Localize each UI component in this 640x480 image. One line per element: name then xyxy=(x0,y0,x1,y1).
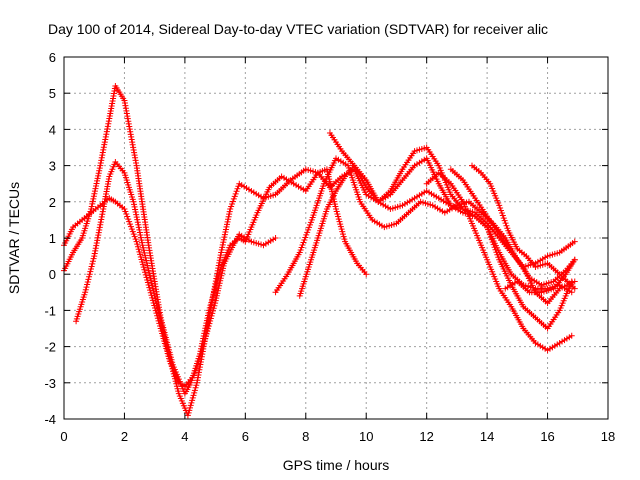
x-tick-label: 14 xyxy=(480,429,494,444)
x-tick-label: 0 xyxy=(60,429,67,444)
series-line xyxy=(63,85,367,395)
y-tick-label: -3 xyxy=(44,376,56,391)
y-tick-label: 3 xyxy=(49,159,56,174)
grid-lines xyxy=(64,57,608,419)
series-markers xyxy=(61,82,370,397)
x-tick-label: 8 xyxy=(302,429,309,444)
series-pass-9 xyxy=(469,162,578,292)
series-pass-2 xyxy=(61,82,370,397)
y-axis-label: SDTVAR / TECUs xyxy=(6,182,22,294)
x-tick-label: 18 xyxy=(601,429,615,444)
series-pass-8 xyxy=(447,166,578,270)
series-layer xyxy=(61,82,578,419)
x-tick-label: 16 xyxy=(540,429,554,444)
y-tick-label: -1 xyxy=(44,303,56,318)
x-tick-label: 12 xyxy=(419,429,433,444)
series-pass-6 xyxy=(326,130,575,332)
series-markers xyxy=(502,256,578,296)
series-line xyxy=(274,157,576,293)
x-tick-label: 6 xyxy=(242,429,249,444)
y-tick-label: 2 xyxy=(49,195,56,210)
y-tick-label: 6 xyxy=(49,50,56,65)
x-tick-label: 2 xyxy=(121,429,128,444)
series-markers xyxy=(326,130,575,332)
series-pass-10 xyxy=(502,256,578,296)
series-markers xyxy=(423,169,575,354)
y-tick-label: 4 xyxy=(49,122,56,137)
series-line xyxy=(75,157,573,417)
y-tick-label: 1 xyxy=(49,231,56,246)
x-tick-label: 4 xyxy=(181,429,188,444)
x-tick-label: 10 xyxy=(359,429,373,444)
y-tick-label: 0 xyxy=(49,267,56,282)
x-axis-label: GPS time / hours xyxy=(283,457,390,473)
y-tick-label: -2 xyxy=(44,340,56,355)
y-tick-label: 5 xyxy=(49,86,56,101)
series-pass-7 xyxy=(423,169,575,354)
y-tick-label: -4 xyxy=(44,412,56,427)
chart-title: Day 100 of 2014, Sidereal Day-to-day VTE… xyxy=(48,21,548,37)
series-markers xyxy=(447,166,578,270)
